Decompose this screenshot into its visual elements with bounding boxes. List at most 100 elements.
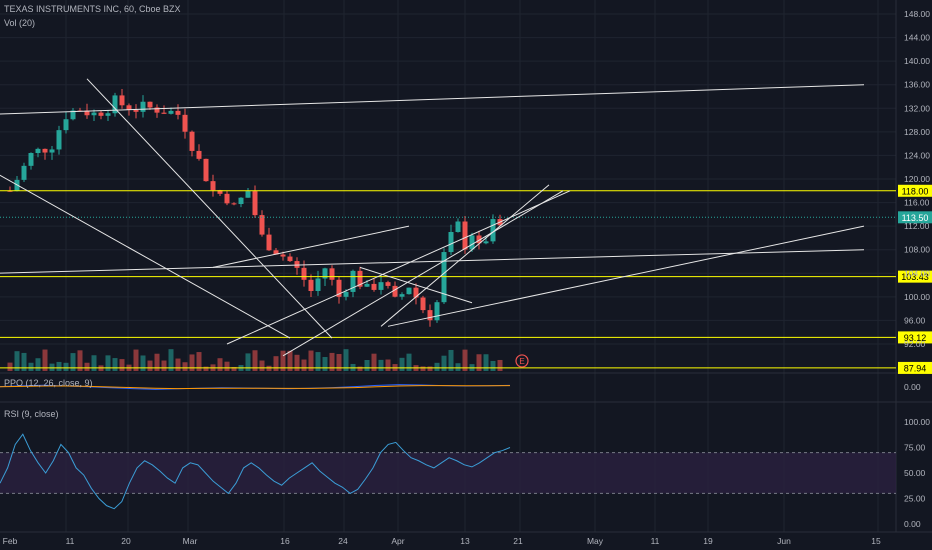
candle (35, 148, 41, 154)
volume-bar (420, 366, 426, 371)
volume-bar (280, 350, 286, 371)
candle (182, 114, 188, 132)
volume-bar (301, 359, 307, 371)
rsi-tick-label: 0.00 (904, 519, 921, 529)
volume-bar (329, 352, 335, 371)
candle (196, 150, 202, 159)
candle (231, 203, 237, 205)
volume-bar (462, 349, 468, 371)
candle (420, 297, 426, 311)
trendline (0, 249, 865, 274)
volume-bar (357, 366, 363, 371)
rsi-line (0, 433, 511, 510)
time-tick-label: Mar (183, 536, 198, 546)
level-tag (898, 270, 932, 283)
volume-bar (448, 349, 454, 371)
candle (203, 158, 209, 182)
trendline (359, 266, 473, 304)
candle (476, 235, 482, 244)
volume-bar (343, 349, 349, 371)
candle (105, 113, 111, 116)
trendlines (0, 78, 865, 357)
candle (119, 95, 125, 106)
candle (126, 105, 132, 110)
volume-bar (476, 354, 482, 371)
candle (238, 197, 244, 205)
candle (357, 270, 363, 287)
candle (161, 112, 167, 114)
candle (217, 190, 223, 194)
volume-bar (35, 358, 41, 371)
candle (343, 291, 349, 297)
volume-bar (91, 355, 97, 371)
candle (315, 278, 321, 292)
volume-bar (175, 358, 181, 371)
volume-bar (196, 352, 202, 371)
time-tick-label: 15 (871, 536, 881, 546)
volume-bar (455, 363, 461, 371)
price-tick-label: 120.00 (904, 174, 930, 184)
candle (112, 95, 118, 114)
trendline (212, 225, 410, 268)
candle (364, 283, 370, 287)
time-tick-label: Jun (777, 536, 791, 546)
candle (448, 232, 454, 253)
volume-bar (112, 358, 118, 371)
last-price-label: 113.50 (902, 213, 929, 223)
symbol-title: TEXAS INSTRUMENTS INC, 60, Cboe BZX (4, 4, 181, 14)
candle (483, 241, 489, 244)
candle (175, 110, 181, 115)
trendline (0, 84, 865, 115)
time-tick-label: 13 (460, 536, 470, 546)
price-tick-label: 144.00 (904, 33, 930, 43)
time-tick-label: 19 (703, 536, 713, 546)
trendline (387, 225, 865, 327)
volume-bar (294, 354, 300, 371)
level-tag (898, 184, 932, 197)
volume-bar (364, 359, 370, 371)
price-tick-label: 132.00 (904, 103, 930, 113)
time-tick-label: 20 (121, 536, 131, 546)
volume-bar (315, 352, 321, 371)
volume-bar (490, 360, 496, 371)
volume-bar (21, 352, 27, 371)
volume-bar (399, 357, 405, 371)
candle (455, 221, 461, 233)
time-tick-label: May (587, 536, 604, 546)
price-tick-label: 92.00 (904, 339, 926, 349)
horizontal-levels: 118.00 103.43 93.12 87.94 113.50 E (0, 184, 932, 374)
candle (70, 110, 76, 120)
candle (371, 283, 377, 290)
rsi-tick-label: 100.00 (904, 417, 930, 427)
volume-bar (259, 360, 265, 371)
volume-bar (168, 349, 174, 371)
volume-bar (63, 362, 69, 371)
ppo-tick-label: 0.00 (904, 382, 921, 392)
ppo-signal-line (0, 385, 511, 390)
price-tick-label: 96.00 (904, 315, 926, 325)
volume-bar (434, 362, 440, 371)
price-tick-label: 116.00 (904, 198, 930, 208)
trendline (282, 190, 564, 357)
price-tick-label: 128.00 (904, 127, 930, 137)
volume-bar (84, 362, 90, 371)
candle (63, 119, 69, 131)
time-tick-label: Feb (3, 536, 18, 546)
rsi-band (0, 452, 896, 494)
time-tick-label: 11 (651, 536, 660, 546)
volume-bar (252, 350, 258, 371)
candle (385, 282, 391, 286)
volume-bar (385, 359, 391, 371)
volume-bar (133, 349, 139, 371)
time-tick-label: Apr (391, 536, 404, 546)
candle (140, 101, 146, 112)
volume-bar (497, 359, 503, 371)
candle (189, 131, 195, 151)
candle (21, 165, 27, 180)
candle (399, 294, 405, 297)
level-tag (898, 361, 932, 374)
volume-bar (322, 357, 328, 371)
volume-bar (308, 350, 314, 371)
rsi-tick-label: 50.00 (904, 468, 926, 478)
